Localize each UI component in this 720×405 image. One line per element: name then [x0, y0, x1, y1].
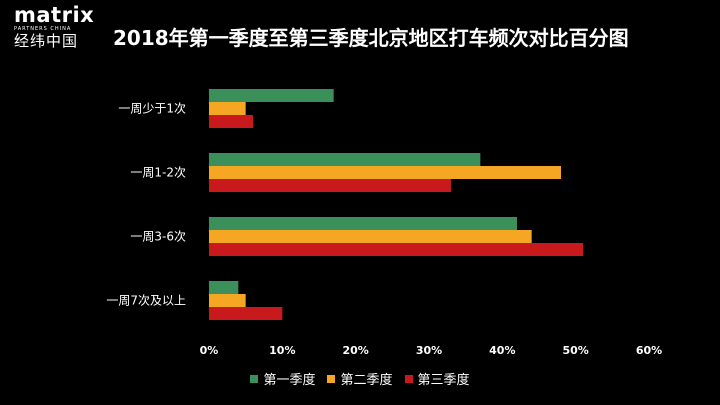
category-label-1: 一周少于1次	[118, 102, 186, 116]
x-tick-label: 60%	[636, 344, 662, 357]
bar-1-q3	[209, 115, 253, 128]
x-tick-label: 0%	[200, 344, 219, 357]
chart-legend: 第一季度 第二季度 第三季度	[0, 369, 720, 388]
chart-title: 2018年第一季度至第三季度北京地区打车频次对比百分图	[113, 26, 629, 50]
x-tick-label: 20%	[342, 344, 368, 357]
bar-3-q3	[209, 243, 583, 256]
bar-4-q3	[209, 307, 283, 320]
bar-2-q3	[209, 179, 451, 192]
legend-label-q3: 第三季度	[417, 373, 470, 388]
x-tick-label: 30%	[416, 344, 442, 357]
bar-4-q2	[209, 294, 246, 307]
x-tick-label: 40%	[489, 344, 515, 357]
legend-item-q1: 第一季度	[250, 369, 315, 388]
legend-swatch-q2	[327, 374, 336, 383]
bar-1-q1	[209, 89, 334, 102]
legend-label-q1: 第一季度	[263, 373, 316, 388]
bar-3-q2	[209, 230, 532, 243]
legend-item-q2: 第二季度	[327, 369, 393, 388]
bar-3-q1	[209, 217, 517, 230]
logo-wordmark: matrix	[14, 3, 95, 27]
bar-2-q2	[209, 166, 561, 179]
logo-chinese-name: 经纬中国	[14, 32, 79, 50]
category-label-3: 一周3-6次	[130, 230, 186, 244]
bar-4-q1	[209, 281, 239, 294]
category-label-2: 一周1-2次	[130, 166, 186, 180]
x-tick-label: 10%	[269, 344, 295, 357]
category-label-4: 一周7次及以上	[106, 294, 186, 308]
legend-swatch-q3	[404, 374, 413, 383]
matrix-logo: matrix PARTNERS CHINA 经纬中国	[14, 4, 94, 50]
legend-swatch-q1	[250, 374, 259, 383]
bar-2-q1	[209, 153, 481, 166]
x-tick-label: 50%	[562, 344, 588, 357]
legend-item-q3: 第三季度	[404, 369, 470, 388]
legend-label-q2: 第二季度	[340, 373, 393, 388]
bar-1-q2	[209, 102, 246, 115]
logo-subtitle: PARTNERS CHINA	[14, 26, 72, 32]
